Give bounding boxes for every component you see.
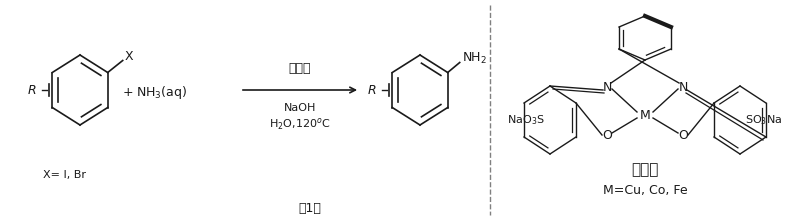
Text: N: N (678, 81, 688, 94)
Text: 催化剂: 催化剂 (631, 163, 658, 178)
Text: R: R (27, 84, 36, 97)
Text: N: N (602, 81, 612, 94)
Text: X: X (125, 50, 134, 63)
Text: SO$_3$Na: SO$_3$Na (745, 113, 782, 127)
Text: O: O (602, 128, 612, 141)
Text: NaOH: NaOH (284, 103, 316, 113)
Text: H$_2$O,120$^{o}$C: H$_2$O,120$^{o}$C (269, 116, 331, 132)
Text: O: O (678, 128, 688, 141)
Text: R: R (367, 84, 376, 97)
Text: （1）: （1） (298, 202, 322, 214)
Text: + NH$_3$(aq): + NH$_3$(aq) (122, 84, 187, 101)
Text: M=Cu, Co, Fe: M=Cu, Co, Fe (602, 183, 687, 196)
Text: NaO$_3$S: NaO$_3$S (507, 113, 545, 127)
Text: X= I, Br: X= I, Br (43, 170, 86, 180)
Text: M: M (640, 108, 650, 121)
Text: 催化剂: 催化剂 (289, 62, 311, 75)
Text: NH$_2$: NH$_2$ (462, 51, 486, 66)
